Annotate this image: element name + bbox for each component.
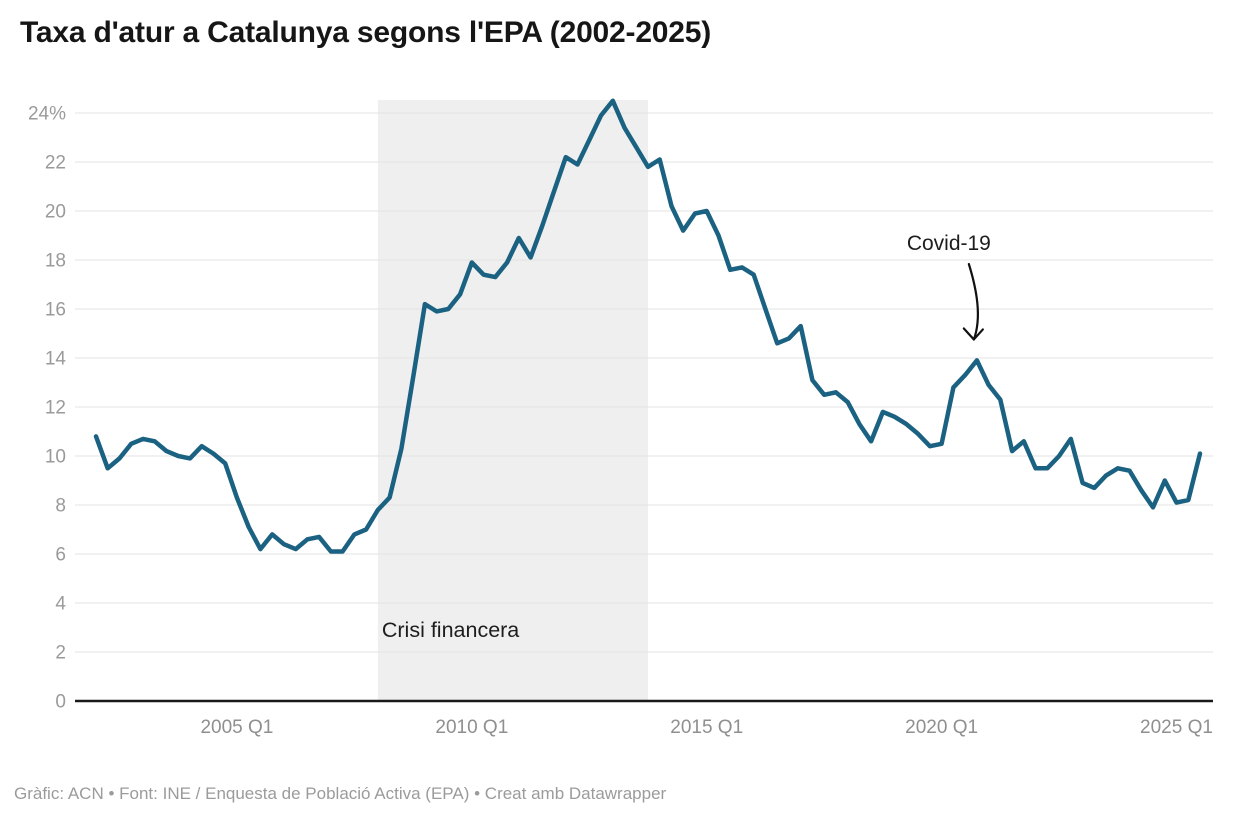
y-axis-tick-label: 2: [55, 643, 66, 664]
covid-annotation-label: Covid-19: [907, 232, 991, 255]
y-axis-tick-label: 4: [55, 594, 66, 615]
unemployment-line-series[interactable]: [93, 98, 1203, 554]
y-axis-tick-label: 12: [45, 398, 66, 419]
x-axis-tick-label: 2020 Q1: [905, 717, 978, 738]
y-axis-tick-label: 22: [45, 153, 66, 174]
covid-arrow: [967, 262, 979, 341]
y-axis-tick-label: 8: [55, 496, 66, 517]
y-axis-tick-label: 14: [45, 349, 67, 370]
y-axis-tick-label: 24%: [28, 104, 66, 125]
y-axis-tick-label: 16: [45, 300, 66, 321]
y-axis-tick-label: 6: [55, 545, 66, 566]
crisis-band-label: Crisi financera: [382, 618, 519, 642]
covid-arrowhead-icon: [962, 327, 984, 341]
x-axis-tick-label: 2005 Q1: [200, 717, 273, 738]
y-axis-tick-label: 18: [45, 251, 66, 272]
chart-title: Taxa d'atur a Catalunya segons l'EPA (20…: [20, 16, 712, 49]
chart-credits: Gràfic: ACN • Font: INE / Enquesta de Po…: [14, 784, 667, 803]
y-axis-tick-label: 20: [45, 202, 66, 223]
x-axis-tick-label: 2010 Q1: [435, 717, 508, 738]
crisis-band: [377, 100, 648, 701]
x-axis-tick-label: 2025 Q1: [1140, 717, 1213, 738]
y-axis-tick-label: 10: [45, 447, 66, 468]
y-axis-tick-label: 0: [55, 692, 66, 713]
x-axis-tick-label: 2015 Q1: [670, 717, 743, 738]
